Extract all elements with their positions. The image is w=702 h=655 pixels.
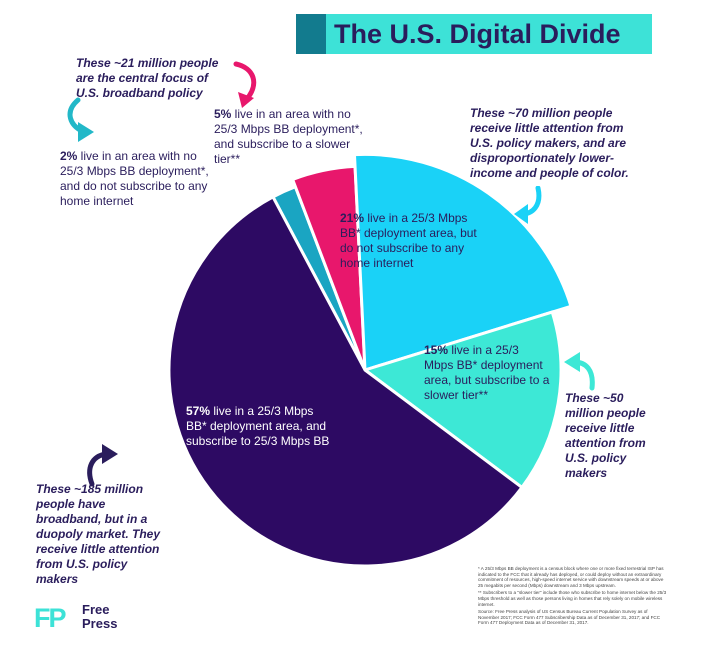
footnote-source: Source: Free Press analysis of US Census…: [478, 609, 661, 626]
aqua-arrow-50-icon: [564, 352, 595, 391]
logo-wordmark: Free Press: [82, 603, 132, 631]
footnote-slower-tier: ** Subscribers to a "slower tier" includ…: [478, 590, 667, 607]
slice-pct-57: 57%: [186, 404, 211, 418]
slice-text-21: live in a 25/3 Mbps BB* deployment area,…: [340, 211, 477, 270]
logo-line-press: Press: [82, 616, 118, 631]
slice-text-15: live in a 25/3 Mbps BB* deployment area,…: [424, 343, 550, 402]
annotation-70-million: These ~70 million people receive little …: [470, 106, 629, 180]
annotation-21-million: These ~21 million people are the central…: [76, 56, 219, 100]
slice-text-2: live in an area with no 25/3 Mbps BB dep…: [60, 149, 209, 208]
slice-label-dep-slower: 15% live in a 25/3 Mbps BB* deployment a…: [424, 343, 550, 403]
pie-slice-dep-no-sub: [352, 152, 573, 373]
logo-line-free: Free: [82, 602, 110, 617]
slice-text-5: live in an area with no 25/3 Mbps BB dep…: [214, 107, 363, 166]
slice-pct-2: 2%: [60, 149, 78, 163]
navy-arrow-185-icon: [87, 444, 118, 487]
slice-pct-5: 5%: [214, 107, 232, 121]
teal-arrow-icon: [67, 97, 94, 142]
footnote-definition: * A 25/3 Mbps BB deployment is a census …: [478, 566, 664, 588]
slice-label-no-dep-slower: 5% live in an area with no 25/3 Mbps BB …: [214, 107, 364, 167]
chart-title: The U.S. Digital Divide: [334, 19, 621, 49]
slice-label-no-dep-no-sub: 2% live in an area with no 25/3 Mbps BB …: [60, 149, 210, 209]
slice-label-dep-no-sub: 21% live in a 25/3 Mbps BB* deployment a…: [340, 211, 480, 271]
annotation-185-million: These ~185 million people have broadband…: [36, 482, 161, 586]
annotation-50-million: These ~50 million people receive little …: [565, 391, 646, 480]
slice-pct-21: 21%: [340, 211, 365, 225]
pie-slice-dep-sub: [167, 194, 525, 568]
title-accent-strip: [296, 14, 326, 54]
footnotes: * A 25/3 Mbps BB deployment is a census …: [478, 566, 668, 626]
pink-arrow-icon: [233, 61, 257, 108]
pie-slices: [167, 152, 573, 568]
pie-slice-dep-slower: [361, 310, 563, 490]
cyan-arrow-70-icon: [514, 186, 542, 224]
slice-pct-15: 15%: [424, 343, 449, 357]
logo-mark: FP: [34, 604, 66, 630]
title-band: [296, 14, 652, 54]
slice-label-dep-sub: 57% live in a 25/3 Mbps BB* deployment a…: [186, 404, 336, 449]
slice-text-57: live in a 25/3 Mbps BB* deployment area,…: [186, 404, 330, 448]
free-press-logo: FP: [34, 604, 68, 630]
